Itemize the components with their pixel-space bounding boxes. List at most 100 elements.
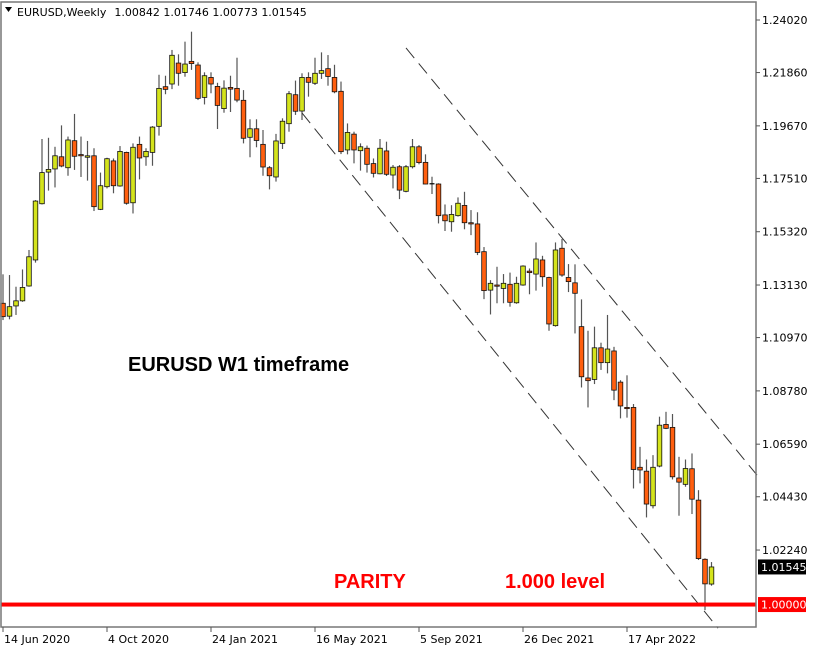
candle-body bbox=[370, 163, 377, 174]
candle bbox=[32, 200, 39, 263]
candle bbox=[19, 269, 26, 302]
upper-channel-line[interactable] bbox=[405, 47, 758, 476]
candle bbox=[598, 342, 604, 370]
candle bbox=[689, 453, 695, 515]
candle-body bbox=[364, 147, 370, 165]
candle bbox=[461, 191, 468, 230]
candle-body bbox=[286, 93, 292, 125]
candle bbox=[97, 172, 104, 211]
candle-body bbox=[331, 77, 338, 93]
price-axis: 1.24020 1.21860 1.19670 1.17510 1.15320 1.131… bbox=[756, 14, 808, 557]
candle bbox=[468, 210, 474, 236]
candle bbox=[169, 49, 175, 90]
candle-body bbox=[260, 143, 266, 168]
candle-body bbox=[182, 63, 188, 73]
candle-body bbox=[552, 249, 559, 327]
candle bbox=[312, 57, 318, 85]
candle bbox=[494, 266, 500, 304]
candle bbox=[130, 143, 136, 214]
candle-body bbox=[13, 300, 19, 307]
current-price-text: 1.01545 bbox=[761, 561, 807, 574]
parity-horizontal-line[interactable] bbox=[1, 602, 756, 607]
candle-body bbox=[357, 146, 364, 152]
candle-body bbox=[461, 205, 468, 224]
candle bbox=[572, 264, 578, 334]
candle bbox=[344, 123, 351, 155]
candle-body bbox=[604, 348, 611, 364]
candle bbox=[292, 80, 299, 115]
candle-body bbox=[611, 350, 617, 391]
lower-channel-line[interactable] bbox=[301, 112, 719, 629]
candle-body bbox=[247, 128, 253, 138]
candle-body bbox=[643, 470, 650, 505]
candle-body bbox=[318, 70, 325, 74]
candle bbox=[383, 141, 390, 176]
candle-body bbox=[708, 566, 715, 585]
candle-body bbox=[702, 558, 708, 585]
candle bbox=[377, 139, 383, 175]
candle bbox=[136, 136, 143, 180]
candle bbox=[695, 490, 702, 561]
candle-body bbox=[6, 306, 13, 317]
current-price-label: 1.01545 bbox=[758, 559, 807, 575]
candle-body bbox=[175, 62, 182, 74]
candle bbox=[117, 146, 123, 187]
candle-body bbox=[630, 407, 637, 470]
chart-title-annotation: EURUSD W1 timeframe bbox=[128, 354, 349, 376]
candle-body bbox=[97, 185, 104, 210]
triangle-down-icon[interactable] bbox=[5, 7, 12, 12]
candle-body bbox=[91, 155, 97, 208]
candle bbox=[331, 64, 338, 94]
candle bbox=[669, 413, 676, 480]
candle bbox=[240, 90, 247, 144]
candle bbox=[630, 404, 637, 489]
candle-body bbox=[656, 424, 663, 467]
channel-lines[interactable] bbox=[301, 47, 758, 629]
level-annotation: 1.000 level bbox=[505, 571, 605, 593]
y-tick-label: 1.15320 bbox=[762, 226, 808, 239]
candle-body bbox=[546, 277, 552, 325]
candle-body bbox=[117, 151, 123, 187]
candle bbox=[279, 118, 286, 149]
candle-body bbox=[351, 133, 357, 151]
candle bbox=[539, 255, 546, 287]
candle bbox=[526, 268, 533, 295]
candle bbox=[39, 139, 45, 205]
candle bbox=[435, 183, 442, 224]
candle-body bbox=[19, 287, 26, 302]
y-tick-label: 1.17510 bbox=[762, 172, 808, 185]
candle-body bbox=[422, 161, 429, 185]
candle bbox=[533, 242, 539, 291]
candle bbox=[455, 197, 461, 217]
candle bbox=[422, 154, 429, 185]
candle bbox=[481, 247, 487, 300]
candle bbox=[286, 91, 292, 132]
candle-body bbox=[58, 156, 65, 167]
candle bbox=[299, 73, 305, 121]
candle bbox=[182, 41, 188, 77]
candle bbox=[624, 375, 630, 418]
candle bbox=[162, 75, 169, 95]
y-tick-label: 1.06590 bbox=[762, 438, 808, 451]
candle-body bbox=[149, 126, 156, 153]
candle-body bbox=[572, 282, 578, 294]
candle bbox=[708, 562, 715, 586]
candle bbox=[416, 145, 422, 165]
candle-body bbox=[201, 75, 208, 98]
candle-body bbox=[78, 154, 84, 157]
candle-body bbox=[123, 151, 130, 204]
candle-body bbox=[650, 466, 656, 507]
y-tick-label: 1.13130 bbox=[762, 279, 808, 292]
candle-body bbox=[45, 169, 52, 173]
candle-body bbox=[507, 283, 513, 303]
candle-body bbox=[273, 140, 279, 178]
candle-body bbox=[637, 466, 643, 471]
candle-body bbox=[500, 282, 507, 289]
candle-body bbox=[266, 167, 273, 177]
candle-body bbox=[383, 150, 390, 175]
candle-body bbox=[396, 166, 403, 191]
candle-body bbox=[292, 94, 299, 112]
candle bbox=[201, 72, 208, 105]
y-tick-label: 1.21860 bbox=[762, 67, 808, 80]
